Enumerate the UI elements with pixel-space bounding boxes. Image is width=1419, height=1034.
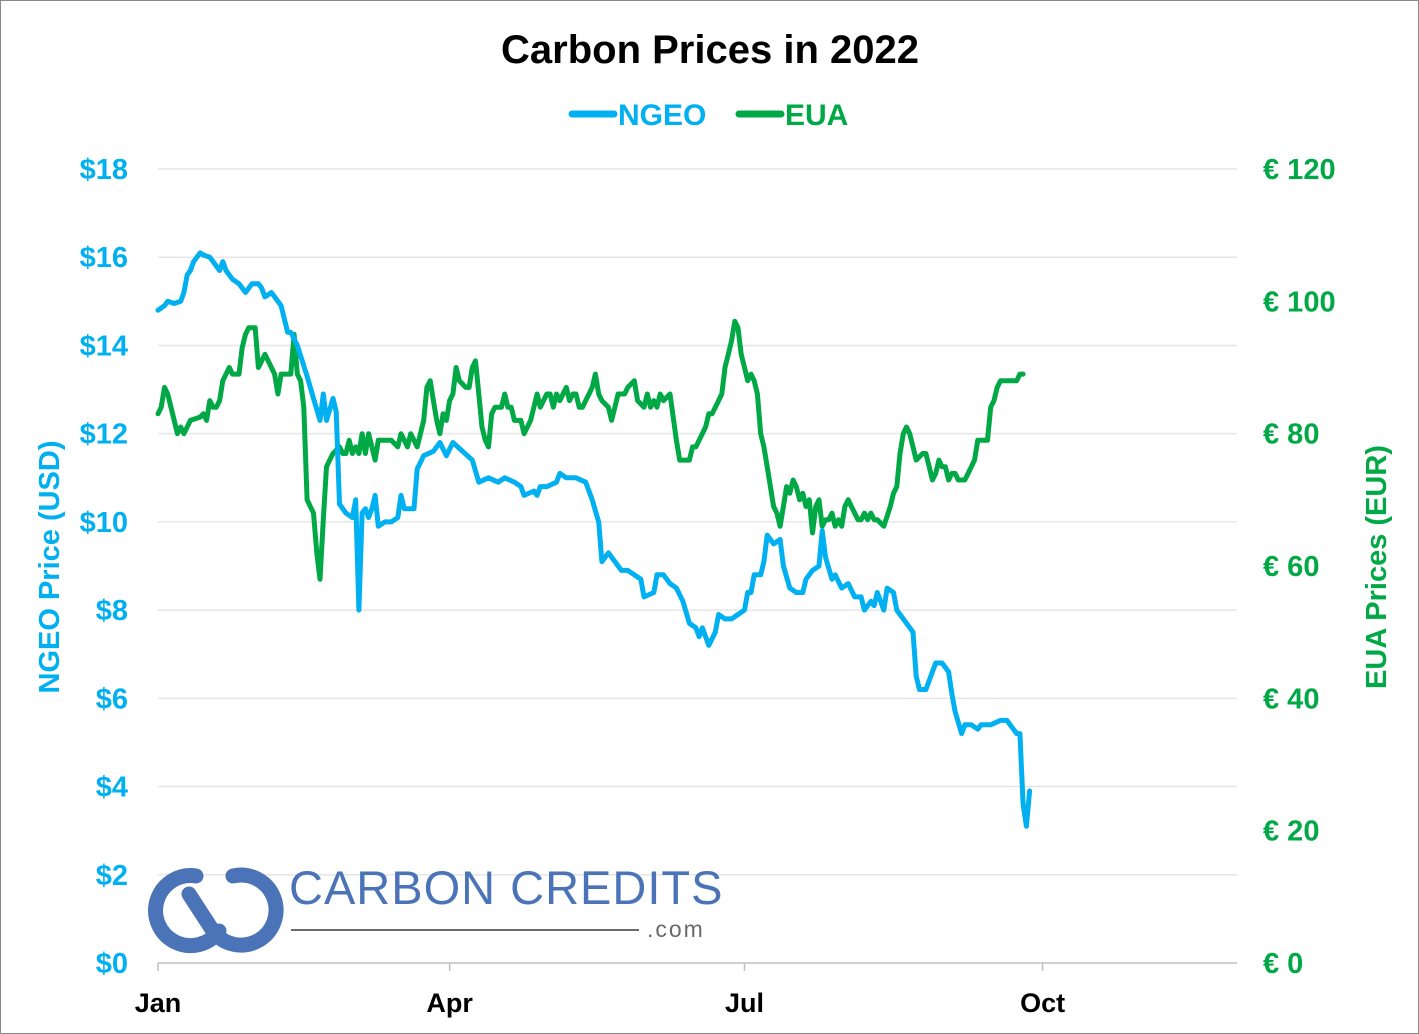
x-axis: Jan Apr Jul Oct <box>135 962 1237 1018</box>
right-tick-label: € 0 <box>1263 948 1303 980</box>
gridlines <box>158 168 1237 876</box>
left-tick-label: $8 <box>96 595 128 627</box>
right-axis-title: EUA Prices (EUR) <box>1361 445 1393 689</box>
right-axis-ticks: € 0 € 20 € 40 € 60 € 80 € 100 € 120 <box>1263 154 1336 980</box>
x-tick-label: Jul <box>725 988 764 1018</box>
left-tick-label: $10 <box>80 507 128 539</box>
x-tick-label: Jan <box>135 988 182 1018</box>
right-tick-label: € 100 <box>1263 286 1336 318</box>
left-tick-label: $2 <box>96 860 128 892</box>
logo-wordmark: CARBON CREDITS <box>289 861 723 914</box>
left-tick-label: $18 <box>80 154 128 186</box>
x-tick-label: Apr <box>426 988 473 1018</box>
right-tick-label: € 120 <box>1263 154 1336 186</box>
left-tick-label: $4 <box>96 772 128 804</box>
left-tick-label: $12 <box>80 419 128 451</box>
legend-label-ngeo: NGEO <box>618 99 706 132</box>
right-tick-label: € 60 <box>1263 551 1319 583</box>
right-tick-label: € 80 <box>1263 419 1319 451</box>
left-tick-label: $14 <box>80 330 128 362</box>
x-tick-label: Oct <box>1020 988 1065 1018</box>
right-tick-label: € 40 <box>1263 683 1319 715</box>
legend[interactable]: NGEO EUA <box>568 99 848 132</box>
series-lines <box>155 250 1033 829</box>
left-axis-ticks: $0 $2 $4 $6 $8 $10 $12 $14 $16 $18 <box>80 154 128 980</box>
left-axis-title: NGEO Price (USD) <box>34 441 66 694</box>
logo-mark-icon <box>148 867 284 954</box>
chart-title: Carbon Prices in 2022 <box>501 28 919 72</box>
chart-title-group: Carbon Prices in 2022 <box>501 28 919 72</box>
left-tick-label: $16 <box>80 242 128 274</box>
right-tick-label: € 20 <box>1263 816 1319 848</box>
left-tick-label: $6 <box>96 683 128 715</box>
series-line-eua <box>155 318 1026 582</box>
legend-label-eua: EUA <box>785 99 848 132</box>
carbon-credits-logo: CARBON CREDITS .com <box>148 861 723 954</box>
series-line-ngeo <box>155 250 1033 829</box>
left-tick-label: $0 <box>96 948 128 980</box>
logo-suffix: .com <box>647 916 705 942</box>
